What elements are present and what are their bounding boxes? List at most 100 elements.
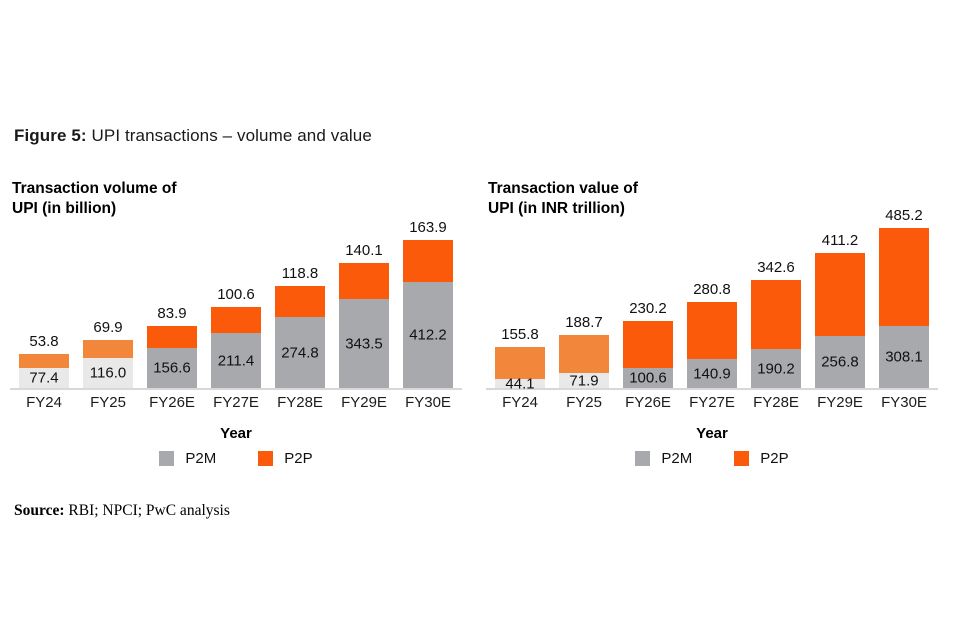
p2p-segment: [403, 240, 453, 282]
p2p-segment: [339, 263, 389, 299]
p2m-segment: 308.1: [879, 326, 929, 388]
p2p-segment: [275, 286, 325, 317]
p2p-value-label: 485.2: [885, 207, 923, 224]
p2p-value-label: 83.9: [157, 305, 187, 322]
legend-label-p2m: P2M: [661, 450, 693, 467]
p2p-value-label: 140.1: [345, 242, 383, 259]
p2m-segment: 140.9: [687, 359, 737, 388]
p2p-segment: [815, 253, 865, 336]
legend-item-p2p: P2P: [258, 450, 313, 467]
bar-group-FY28E: 118.8 274.8: [268, 265, 332, 388]
x-tick-label: FY30E: [405, 394, 451, 411]
source-text: RBI; NPCI; PwC analysis: [64, 502, 230, 519]
figure-title-text: UPI transactions – volume and value: [86, 126, 372, 145]
p2m-segment: 274.8: [275, 317, 325, 388]
p2p-segment: [751, 280, 801, 349]
legend-item-p2m: P2M: [159, 450, 216, 467]
chart-subtitle: Transaction value of UPI (in INR trillio…: [488, 180, 638, 218]
x-tick-label: FY29E: [817, 394, 863, 411]
p2p-value-label: 155.8: [501, 326, 539, 343]
bar-group-FY26E: 230.2 100.6: [616, 300, 680, 388]
x-tick-label: FY25: [90, 394, 126, 411]
bar-group-FY28E: 342.6 190.2: [744, 259, 808, 388]
x-tick-label: FY24: [26, 394, 62, 411]
p2m-value-label: 211.4: [217, 352, 255, 369]
chart-transaction-value: Transaction value of UPI (in INR trillio…: [486, 178, 938, 478]
p2m-value-label: 256.8: [821, 353, 859, 371]
legend-label-p2p: P2P: [760, 450, 789, 467]
x-axis-title: Year: [220, 425, 252, 442]
plot-area: 53.8 77.4 69.9 116.0 83.9 156.6 100.6 211.4 118.…: [10, 196, 462, 390]
bar-group-FY30E: 163.9 412.2: [396, 219, 460, 388]
x-tick-label: FY28E: [277, 394, 323, 411]
p2m-value-label: 44.1: [505, 375, 535, 392]
p2p-segment: [559, 335, 609, 373]
plot-area: 155.8 44.1 188.7 71.9 230.2 100.6 280.8 140.9 34…: [486, 196, 938, 392]
bar-group-FY29E: 411.2 256.8: [808, 232, 872, 388]
p2m-segment: 71.9: [559, 372, 609, 389]
p2p-segment: [83, 340, 133, 358]
p2m-segment: 100.6: [623, 368, 673, 388]
source-label: Source:: [14, 502, 65, 519]
p2p-segment: [147, 326, 197, 348]
p2p-segment: [879, 228, 929, 326]
bar-group-FY25: 69.9 116.0: [76, 319, 140, 388]
p2m-segment: 44.1: [495, 375, 545, 392]
source-note: Source: RBI; NPCI; PwC analysis: [14, 502, 230, 520]
legend: P2M P2P: [486, 450, 938, 467]
x-tick-label: FY26E: [149, 394, 195, 411]
x-axis-tick-labels: FY24 FY25 FY26E FY27E FY28E FY29E FY30E: [10, 394, 462, 411]
x-tick-label: FY25: [566, 394, 602, 411]
x-tick-label: FY27E: [689, 394, 735, 411]
p2m-value-label: 308.1: [885, 348, 923, 366]
p2m-segment: 256.8: [815, 336, 865, 388]
p2p-value-label: 188.7: [565, 314, 603, 331]
p2m-value-label: 116.0: [89, 364, 127, 382]
p2p-segment: [495, 347, 545, 379]
p2p-value-label: 118.8: [281, 265, 319, 282]
bar-group-FY24: 155.8 44.1: [488, 326, 552, 392]
chart-transaction-volume: Transaction volume of UPI (in billion) 5…: [10, 178, 462, 478]
p2p-value-label: 230.2: [629, 300, 667, 317]
p2m-segment: 211.4: [211, 333, 261, 388]
figure-number: Figure 5:: [14, 126, 87, 145]
p2m-segment: 116.0: [83, 358, 133, 388]
x-axis-tick-labels: FY24 FY25 FY26E FY27E FY28E FY29E FY30E: [486, 394, 938, 411]
p2p-swatch-icon: [258, 451, 274, 466]
x-tick-label: FY27E: [213, 394, 259, 411]
p2m-segment: 412.2: [403, 282, 453, 388]
p2p-value-label: 53.8: [29, 333, 59, 350]
figure-title: Figure 5: UPI transactions – volume and …: [14, 126, 372, 146]
bar-group-FY25: 188.7 71.9: [552, 314, 616, 389]
x-tick-label: FY24: [502, 394, 538, 411]
p2p-segment: [19, 354, 69, 368]
bar-group-FY30E: 485.2 308.1: [872, 207, 936, 388]
p2p-value-label: 411.2: [821, 232, 859, 249]
p2m-value-label: 77.4: [29, 369, 59, 387]
x-tick-label: FY29E: [341, 394, 387, 411]
p2m-value-label: 71.9: [569, 372, 599, 389]
x-tick-label: FY28E: [753, 394, 799, 411]
x-tick-label: FY26E: [625, 394, 671, 411]
legend: P2M P2P: [10, 450, 462, 467]
p2m-value-label: 343.5: [345, 335, 383, 352]
p2m-segment: 156.6: [147, 348, 197, 388]
bar-group-FY26E: 83.9 156.6: [140, 305, 204, 388]
p2m-value-label: 190.2: [757, 360, 795, 377]
p2p-segment: [623, 321, 673, 368]
p2m-swatch-icon: [635, 451, 651, 466]
p2m-swatch-icon: [159, 451, 175, 466]
p2p-value-label: 69.9: [93, 319, 123, 336]
x-tick-label: FY30E: [881, 394, 927, 411]
bar-group-FY27E: 100.6 211.4: [204, 286, 268, 388]
p2p-segment: [211, 307, 261, 333]
p2p-swatch-icon: [734, 451, 750, 466]
p2m-segment: 77.4: [19, 368, 69, 388]
chart-subtitle: Transaction volume of UPI (in billion): [12, 180, 177, 218]
p2m-value-label: 412.2: [409, 326, 447, 344]
x-axis-title: Year: [696, 425, 728, 442]
bar-group-FY29E: 140.1 343.5: [332, 242, 396, 388]
p2p-value-label: 100.6: [217, 286, 255, 303]
p2m-segment: 190.2: [751, 349, 801, 388]
